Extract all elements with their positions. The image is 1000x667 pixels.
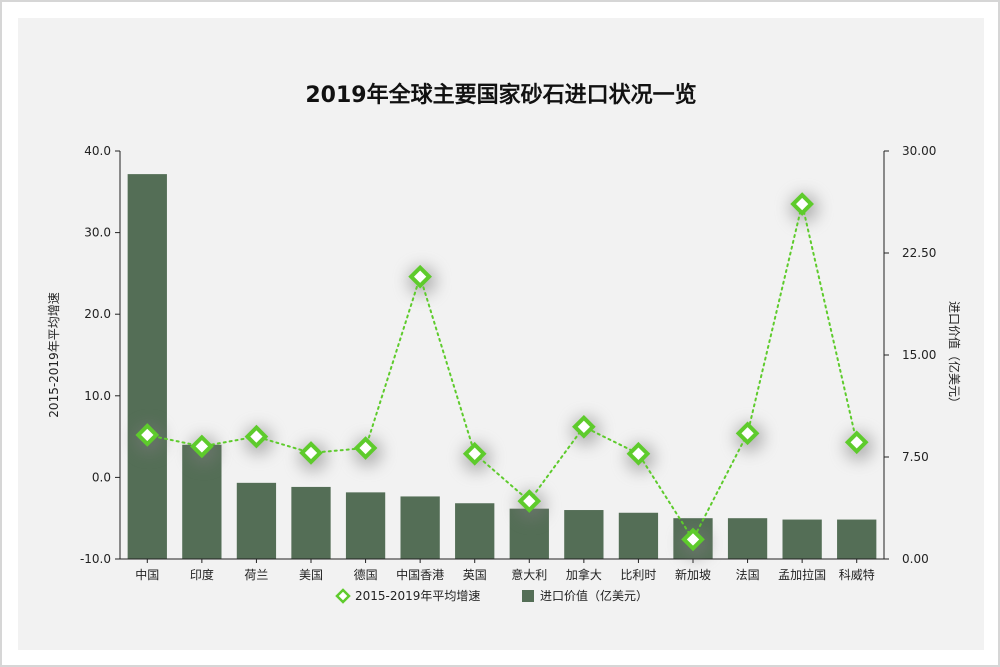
growth-marker-英国	[462, 441, 487, 466]
right-axis-title: 进口价值（亿美元）	[947, 301, 962, 409]
x-tick-label: 中国	[135, 567, 159, 582]
x-tick-label: 中国香港	[396, 567, 444, 582]
x-tick-label: 印度	[190, 567, 214, 582]
legend-bar-label: 进口价值（亿美元）	[540, 588, 648, 603]
bar-法国	[727, 518, 768, 559]
right-tick-label: 22.50	[902, 246, 936, 260]
legend-line-label: 2015-2019年平均增速	[355, 589, 480, 603]
left-tick-label: 40.0	[84, 144, 111, 158]
growth-marker-中国香港	[408, 264, 432, 289]
bar-中国香港	[400, 496, 440, 559]
bar-中国	[127, 174, 167, 559]
growth-marker-新加坡	[681, 527, 705, 552]
legend-line-swatch	[335, 588, 351, 604]
growth-marker-法国	[735, 421, 760, 446]
x-tick-label: 意大利	[511, 567, 547, 582]
x-tick-label: 荷兰	[244, 568, 268, 582]
bar-比利时	[618, 512, 659, 559]
chart-panel: 2019年全球主要国家砂石进口状况一览 -10.0 0.0 10.0 20.0 30.0…	[18, 18, 984, 650]
bar-荷兰	[236, 482, 277, 559]
bar-孟加拉国	[782, 519, 822, 559]
growth-marker-加拿大	[572, 414, 596, 439]
right-tick-label: 15.00	[902, 348, 936, 362]
bar-美国	[291, 486, 331, 559]
right-tick-label: 7.50	[902, 450, 929, 464]
growth-marker-孟加拉国	[790, 192, 814, 216]
bar-加拿大	[564, 510, 604, 559]
chart: 2019年全球主要国家砂石进口状况一览 -10.0 0.0 10.0 20.0 30.0…	[47, 82, 962, 604]
growth-marker-德国	[353, 436, 378, 460]
left-tick-label: 20.0	[84, 307, 111, 321]
bar-科威特	[837, 519, 877, 559]
x-tick-label: 美国	[299, 568, 323, 582]
growth-marker-中国	[135, 423, 160, 447]
x-tick-label: 孟加拉国	[778, 567, 826, 582]
x-tick-label: 科威特	[839, 567, 875, 582]
x-tick-label: 法国	[736, 568, 760, 582]
left-tick-label: 0.0	[92, 470, 111, 484]
left-axis-title: 2015-2019年平均增速	[47, 292, 61, 417]
bar-英国	[455, 503, 495, 559]
right-tick-label: 0.00	[902, 552, 929, 566]
left-tick-label: 30.0	[84, 226, 111, 240]
bar-德国	[345, 492, 386, 559]
x-tick-label: 德国	[354, 567, 378, 582]
legend-bar-swatch	[522, 590, 534, 602]
x-tick-label: 比利时	[620, 568, 656, 582]
x-tick-label: 新加坡	[675, 567, 711, 582]
growth-marker-比利时	[626, 441, 651, 466]
chart-title: 2019年全球主要国家砂石进口状况一览	[305, 82, 696, 108]
left-tick-label: -10.0	[80, 552, 111, 566]
growth-marker-美国	[299, 441, 323, 465]
left-tick-label: 10.0	[84, 389, 111, 403]
x-tick-label: 英国	[463, 568, 487, 582]
x-tick-label: 加拿大	[566, 567, 602, 582]
right-tick-label: 30.00	[902, 144, 936, 158]
growth-marker-印度	[190, 434, 214, 459]
growth-marker-意大利	[517, 489, 542, 513]
growth-marker-荷兰	[244, 424, 269, 449]
growth-marker-科威特	[844, 430, 869, 455]
